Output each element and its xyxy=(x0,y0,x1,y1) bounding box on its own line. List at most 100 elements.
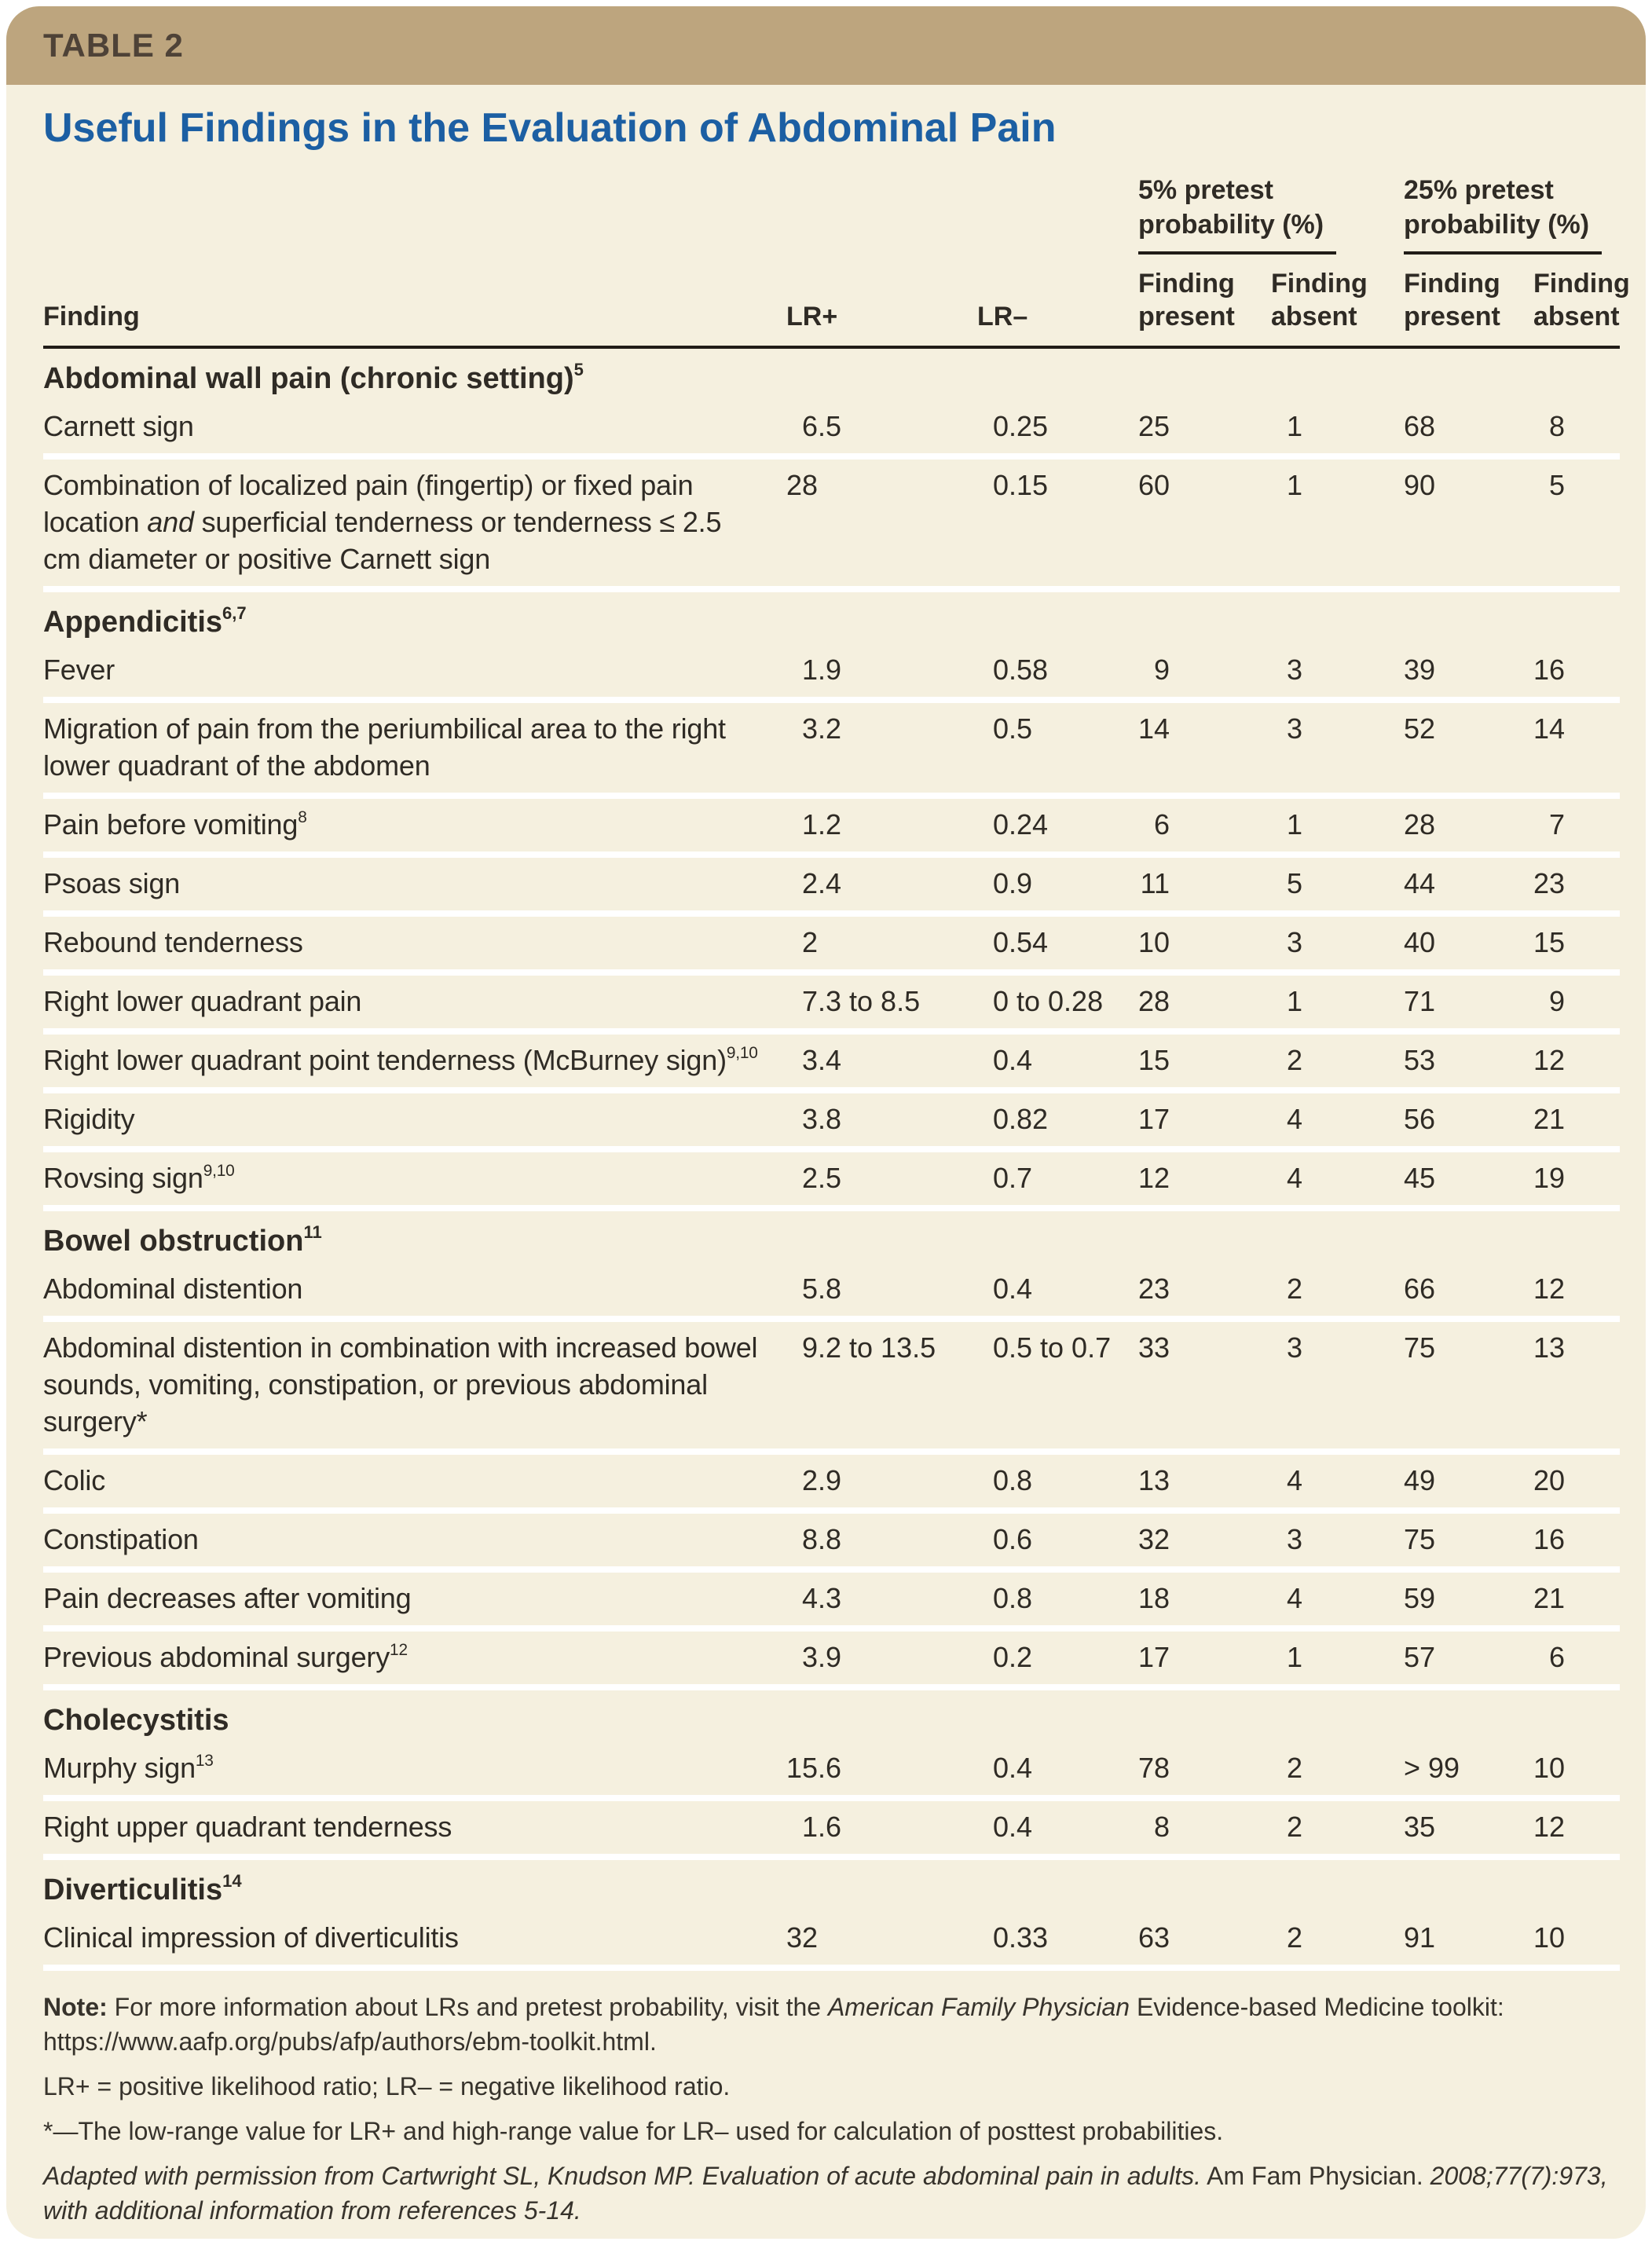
table-section: Diverticulitis14 Clinical impression of … xyxy=(43,1873,1620,1971)
lr-plus-cell: 3.8 xyxy=(801,1103,842,1135)
p5-absent-cell: 2 xyxy=(1286,1811,1302,1843)
p5-present-cell: 15 xyxy=(1138,1044,1170,1076)
lr-minus-cell: 0.4 xyxy=(992,1752,1033,1784)
table-row: Right upper quadrant tenderness 1.6 0.4 … xyxy=(43,1801,1620,1860)
p25-absent-cell: 9 xyxy=(1548,985,1565,1017)
p25-present-cell: > 99 xyxy=(1404,1752,1460,1784)
table-row: Colic 2.9 0.8 13 4 49 20 xyxy=(43,1455,1620,1514)
table-row: Murphy sign13 15.6 0.4 78 2 > 99 10 xyxy=(43,1742,1620,1801)
finding-cell: Rovsing sign9,10 xyxy=(43,1162,235,1194)
p5-absent-cell: 2 xyxy=(1286,1044,1302,1076)
table-row: Abdominal distention in combination with… xyxy=(43,1322,1620,1455)
p25-present-cell: 52 xyxy=(1404,712,1436,745)
footnotes: Note: For more information about LRs and… xyxy=(43,1990,1620,2228)
p25-absent-cell: 19 xyxy=(1533,1162,1566,1194)
lr-plus-cell: 1.9 xyxy=(801,654,842,686)
lr-plus-cell: 8.8 xyxy=(801,1523,842,1555)
p25-present-cell: 53 xyxy=(1404,1044,1436,1076)
lr-minus-cell: 0.4 xyxy=(992,1044,1033,1076)
lr-plus-cell: 2.5 xyxy=(801,1162,842,1194)
section-rows: Clinical impression of diverticulitis 32… xyxy=(43,1912,1620,1971)
lr-minus-cell: 0.33 xyxy=(992,1921,1049,1954)
p5-present-cell: 12 xyxy=(1138,1162,1170,1194)
lr-plus-cell: 1.2 xyxy=(801,808,842,841)
p25-present-cell: 90 xyxy=(1404,469,1436,501)
footnote-credit: Adapted with permission from Cartwright … xyxy=(43,2162,1608,2225)
column-header-5-present: Finding present xyxy=(1138,269,1235,331)
finding-cell: Fever xyxy=(43,654,115,686)
p25-present-cell: 57 xyxy=(1404,1641,1436,1673)
finding-cell: Rigidity xyxy=(43,1103,135,1135)
p25-present-cell: 75 xyxy=(1404,1331,1436,1364)
lr-minus-cell: 0.82 xyxy=(992,1103,1049,1135)
p5-absent-cell: 1 xyxy=(1286,469,1302,501)
table-card: TABLE 2 Useful Findings in the Evaluatio… xyxy=(6,6,1646,2239)
p25-present-cell: 40 xyxy=(1404,926,1436,958)
finding-cell: Right lower quadrant pain xyxy=(43,985,362,1017)
p25-present-cell: 44 xyxy=(1404,867,1436,899)
column-header-finding: Finding xyxy=(43,302,140,331)
p25-present-cell: 45 xyxy=(1404,1162,1436,1194)
group-header-5-pretest: 5% pretest probability (%) xyxy=(1123,173,1388,255)
p25-absent-cell: 10 xyxy=(1533,1752,1566,1784)
p5-absent-cell: 1 xyxy=(1286,410,1302,442)
finding-cell: Abdominal distention xyxy=(43,1273,303,1305)
lr-minus-cell: 0.4 xyxy=(992,1811,1033,1843)
lr-minus-cell: 0.15 xyxy=(992,469,1049,501)
p5-present-cell: 23 xyxy=(1138,1273,1170,1305)
footnote-asterisk: *—The low-range value for LR+ and high-r… xyxy=(43,2117,1224,2145)
p5-absent-cell: 1 xyxy=(1286,808,1302,841)
table-row: Psoas sign 2.4 0.9 11 5 44 23 xyxy=(43,858,1620,917)
table-row: Rovsing sign9,10 2.5 0.7 12 4 45 19 xyxy=(43,1152,1620,1211)
lr-plus-cell: 15.6 xyxy=(786,1752,842,1784)
table-row: Rebound tenderness 2 0.54 10 3 40 15 xyxy=(43,917,1620,976)
table-number-label: TABLE 2 xyxy=(43,27,184,64)
lr-minus-cell: 0.2 xyxy=(992,1641,1033,1673)
p5-absent-cell: 1 xyxy=(1286,1641,1302,1673)
lr-plus-cell: 4.3 xyxy=(801,1582,842,1614)
lr-minus-cell: 0.54 xyxy=(992,926,1049,958)
p25-absent-cell: 12 xyxy=(1533,1044,1566,1076)
p5-absent-cell: 4 xyxy=(1286,1582,1302,1614)
table-row: Constipation 8.8 0.6 32 3 75 16 xyxy=(43,1514,1620,1573)
p25-present-cell: 91 xyxy=(1404,1921,1436,1954)
lr-minus-cell: 0.8 xyxy=(992,1464,1033,1496)
table-row: Combination of localized pain (fingertip… xyxy=(43,460,1620,592)
p25-absent-cell: 23 xyxy=(1533,867,1566,899)
table-body: Abdominal wall pain (chronic setting)5 C… xyxy=(43,361,1620,1971)
column-header-lr-plus: LR+ xyxy=(786,302,838,331)
p25-present-cell: 71 xyxy=(1404,985,1436,1017)
lr-minus-cell: 0.25 xyxy=(992,410,1049,442)
p5-present-cell: 10 xyxy=(1138,926,1170,958)
lr-minus-cell: 0.6 xyxy=(992,1523,1033,1555)
section-header: Abdominal wall pain (chronic setting)5 xyxy=(43,360,584,395)
p25-present-cell: 49 xyxy=(1404,1464,1436,1496)
p5-present-cell: 6 xyxy=(1153,808,1170,841)
p25-present-cell: 39 xyxy=(1404,654,1436,686)
p5-present-cell: 11 xyxy=(1140,867,1170,899)
section-header: Appendicitis6,7 xyxy=(43,603,247,639)
p5-absent-cell: 3 xyxy=(1286,654,1302,686)
p5-absent-cell: 2 xyxy=(1286,1752,1302,1784)
table-row: Rigidity 3.8 0.82 17 4 56 21 xyxy=(43,1093,1620,1152)
table-row: Migration of pain from the periumbilical… xyxy=(43,703,1620,799)
lr-plus-cell: 7.3 to 8.5 xyxy=(801,985,921,1017)
p25-absent-cell: 6 xyxy=(1548,1641,1565,1673)
table-number-bar: TABLE 2 xyxy=(6,6,1646,85)
section-rows: Abdominal distention 5.8 0.4 23 2 66 12 … xyxy=(43,1263,1620,1690)
finding-cell: Carnett sign xyxy=(43,410,194,442)
table-row: Fever 1.9 0.58 9 3 39 16 xyxy=(43,644,1620,703)
table-section: Cholecystitis Murphy sign13 15.6 0.4 78 … xyxy=(43,1703,1620,1860)
p25-absent-cell: 5 xyxy=(1548,469,1565,501)
lr-plus-cell: 1.6 xyxy=(801,1811,842,1843)
finding-cell: Constipation xyxy=(43,1523,199,1555)
p5-present-cell: 60 xyxy=(1138,469,1170,501)
p5-absent-cell: 4 xyxy=(1286,1464,1302,1496)
column-header-lr-minus: LR– xyxy=(977,302,1028,331)
lr-plus-cell: 2 xyxy=(801,926,818,958)
p5-present-cell: 18 xyxy=(1138,1582,1170,1614)
p25-absent-cell: 10 xyxy=(1533,1921,1566,1954)
p5-present-cell: 78 xyxy=(1138,1752,1170,1784)
table-section: Bowel obstruction11 Abdominal distention… xyxy=(43,1224,1620,1690)
finding-cell: Clinical impression of diverticulitis xyxy=(43,1921,459,1954)
